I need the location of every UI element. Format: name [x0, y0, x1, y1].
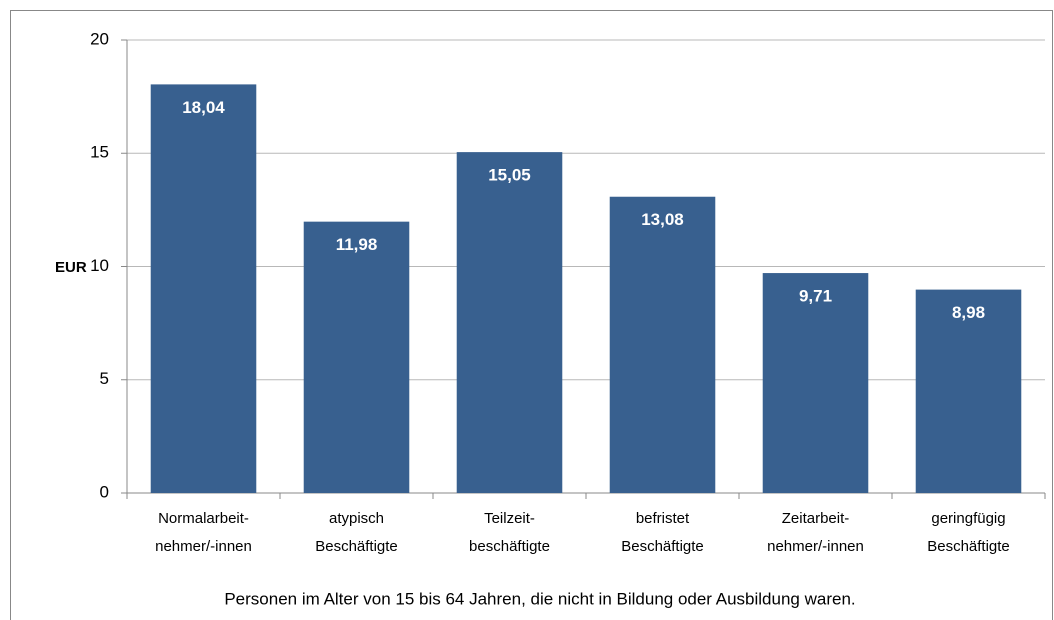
- y-tick-label: 10: [90, 256, 109, 275]
- x-tick-label: Zeitarbeit-: [782, 510, 850, 527]
- value-label: 11,98: [336, 235, 378, 254]
- bar: [150, 84, 257, 494]
- value-label: 15,05: [488, 166, 531, 185]
- bar: [303, 221, 410, 493]
- value-label: 13,08: [641, 210, 684, 229]
- value-label: 9,71: [799, 287, 832, 306]
- value-label: 8,98: [952, 303, 985, 322]
- x-tick-label: nehmer/-innen: [767, 538, 864, 555]
- y-tick-label: 15: [90, 143, 109, 162]
- x-tick-label: nehmer/-innen: [155, 538, 252, 555]
- bar: [456, 152, 563, 493]
- value-label: 18,04: [182, 98, 225, 117]
- bar: [609, 196, 716, 493]
- bar: [915, 289, 1022, 493]
- x-tick-label: Teilzeit-: [484, 510, 535, 527]
- chart-frame: [10, 10, 1053, 620]
- y-axis-label: EUR: [55, 259, 87, 276]
- x-tick-label: Normalarbeit-: [158, 510, 249, 527]
- x-tick-label: geringfügig: [931, 510, 1005, 527]
- annotation: Personen im Alter von 15 bis 64 Jahren, …: [224, 589, 855, 608]
- x-tick-label: atypisch: [329, 510, 384, 527]
- y-tick-label: 0: [100, 482, 109, 501]
- x-tick-label: beschäftigte: [469, 538, 550, 555]
- x-tick-label: Beschäftigte: [315, 538, 398, 555]
- x-tick-label: Beschäftigte: [621, 538, 704, 555]
- y-tick-label: 5: [100, 369, 109, 388]
- y-tick-label: 20: [90, 29, 109, 48]
- x-tick-label: befristet: [636, 510, 690, 527]
- bar: [762, 273, 869, 493]
- x-tick-label: Beschäftigte: [927, 538, 1010, 555]
